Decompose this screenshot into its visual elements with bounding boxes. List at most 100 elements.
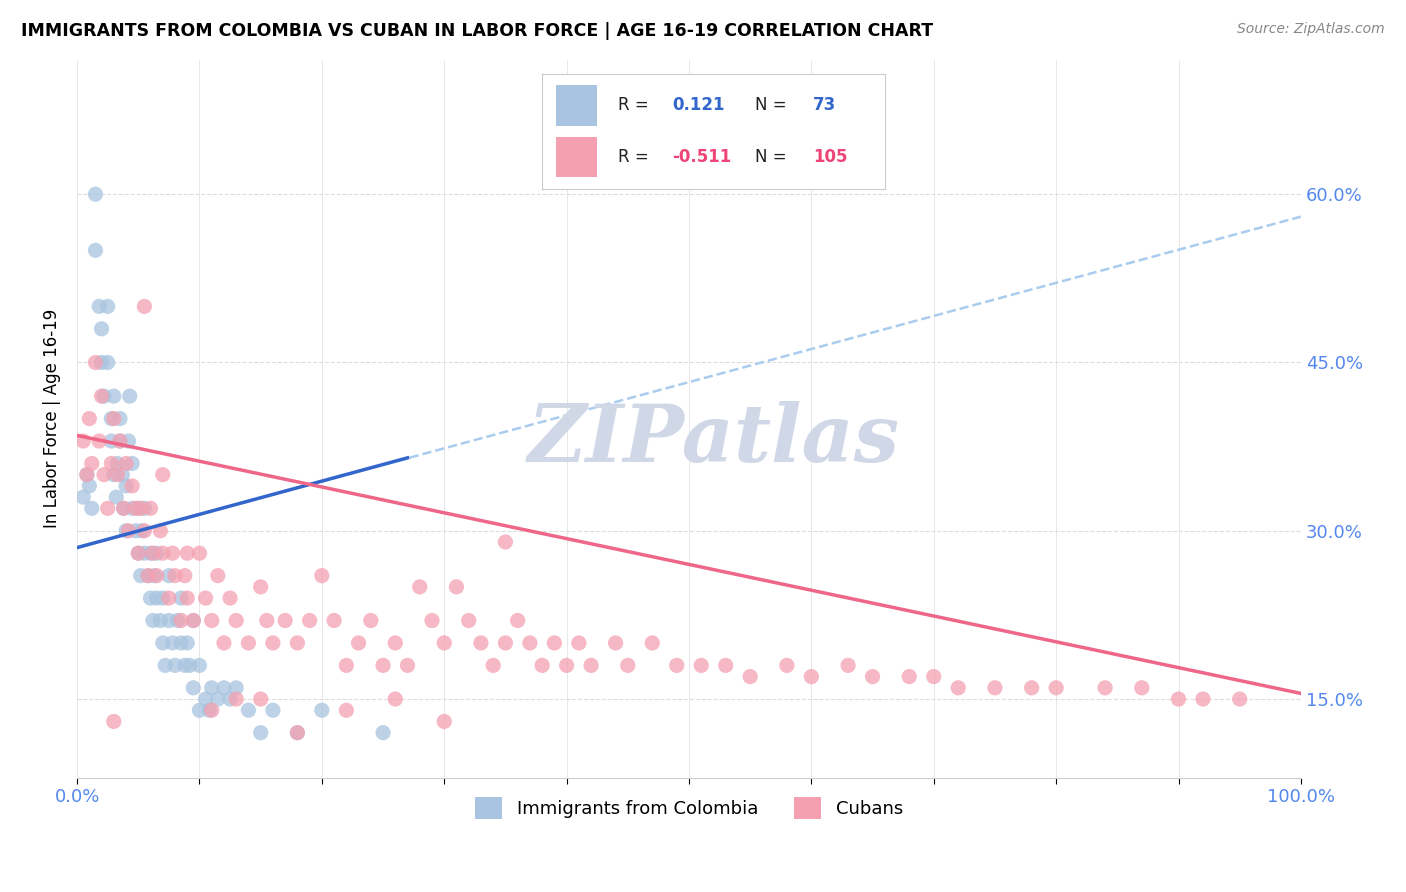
Point	[103, 714, 125, 729]
Point	[188, 546, 211, 560]
Point	[111, 467, 134, 482]
Point	[80, 501, 103, 516]
Point	[163, 568, 186, 582]
Point	[79, 479, 101, 493]
Point	[127, 501, 149, 516]
Point	[198, 703, 221, 717]
Point	[112, 501, 135, 516]
Point	[173, 568, 195, 582]
Point	[87, 434, 110, 448]
Point	[212, 681, 235, 695]
Point	[157, 568, 180, 582]
Point	[298, 614, 321, 628]
Point	[115, 457, 138, 471]
Point	[121, 479, 143, 493]
Point	[837, 658, 859, 673]
Point	[1021, 681, 1043, 695]
Point	[149, 524, 172, 538]
Point	[420, 614, 443, 628]
Point	[225, 681, 247, 695]
Point	[134, 501, 156, 516]
Point	[287, 636, 309, 650]
Point	[690, 658, 713, 673]
Point	[506, 614, 529, 628]
Point	[922, 670, 945, 684]
Point	[207, 568, 229, 582]
Point	[145, 591, 167, 605]
Point	[262, 636, 284, 650]
Point	[134, 546, 156, 560]
Point	[134, 299, 156, 313]
Point	[170, 636, 193, 650]
Point	[107, 467, 129, 482]
Point	[139, 591, 162, 605]
Point	[740, 670, 762, 684]
Point	[121, 501, 143, 516]
Point	[107, 457, 129, 471]
Point	[173, 658, 195, 673]
Point	[142, 546, 165, 560]
Point	[384, 636, 406, 650]
Point	[176, 546, 198, 560]
Point	[97, 299, 120, 313]
Point	[176, 591, 198, 605]
Point	[384, 692, 406, 706]
Point	[446, 580, 468, 594]
Point	[1167, 692, 1189, 706]
Point	[76, 467, 98, 482]
Point	[90, 389, 112, 403]
Point	[1192, 692, 1215, 706]
Point	[433, 714, 456, 729]
Point	[311, 568, 333, 582]
Point	[125, 524, 148, 538]
Point	[188, 703, 211, 717]
Point	[76, 467, 98, 482]
Point	[482, 658, 505, 673]
Point	[100, 434, 122, 448]
Point	[898, 670, 921, 684]
Y-axis label: In Labor Force | Age 16-19: In Labor Force | Age 16-19	[44, 309, 60, 528]
Point	[97, 355, 120, 369]
Point	[323, 614, 346, 628]
Point	[93, 467, 115, 482]
Point	[152, 591, 174, 605]
Point	[287, 725, 309, 739]
Point	[256, 614, 278, 628]
Point	[108, 411, 131, 425]
Point	[555, 658, 578, 673]
Point	[162, 546, 184, 560]
Point	[72, 490, 94, 504]
Point	[238, 703, 260, 717]
Point	[617, 658, 640, 673]
Point	[136, 568, 159, 582]
Point	[117, 434, 139, 448]
Point	[262, 703, 284, 717]
Point	[665, 658, 688, 673]
Point	[201, 614, 224, 628]
Point	[79, 411, 101, 425]
Point	[249, 692, 271, 706]
Point	[409, 580, 432, 594]
Point	[157, 614, 180, 628]
Point	[494, 535, 516, 549]
Point	[371, 725, 394, 739]
Point	[605, 636, 627, 650]
Point	[579, 658, 602, 673]
Point	[170, 591, 193, 605]
Point	[136, 568, 159, 582]
Point	[1130, 681, 1153, 695]
Point	[129, 568, 152, 582]
Point	[125, 501, 148, 516]
Point	[1094, 681, 1116, 695]
Point	[139, 501, 162, 516]
Point	[470, 636, 492, 650]
Point	[641, 636, 664, 650]
Point	[129, 501, 152, 516]
Text: IMMIGRANTS FROM COLOMBIA VS CUBAN IN LABOR FORCE | AGE 16-19 CORRELATION CHART: IMMIGRANTS FROM COLOMBIA VS CUBAN IN LAB…	[21, 22, 934, 40]
Point	[103, 389, 125, 403]
Point	[152, 636, 174, 650]
Point	[225, 614, 247, 628]
Point	[396, 658, 419, 673]
Point	[219, 591, 242, 605]
Point	[127, 546, 149, 560]
